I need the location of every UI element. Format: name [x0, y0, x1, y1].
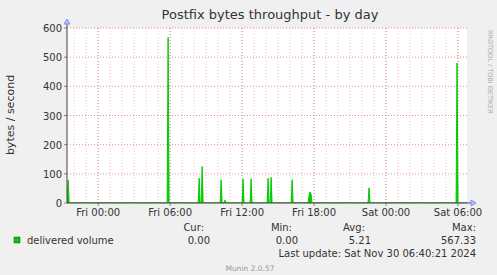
- y-tick-label: 300: [43, 111, 62, 122]
- plot-area: [67, 28, 467, 203]
- x-tick-label: Sat 06:00: [434, 207, 482, 218]
- y-grid: [67, 28, 467, 29]
- stat-value: 567.33: [441, 235, 476, 246]
- background: [0, 0, 497, 275]
- x-tick-label: Fri 06:00: [148, 207, 192, 218]
- stat-header: Avg:: [343, 222, 365, 233]
- legend-swatch: [14, 237, 20, 243]
- y-tick-label: 200: [43, 140, 62, 151]
- x-axis-arrow: [471, 200, 476, 206]
- y-grid: [67, 144, 467, 145]
- x-grid: [170, 28, 171, 203]
- minor-grid: [314, 28, 315, 203]
- chart: 0 100 200 300 400 500 600 Fri 00:00 Fri 06:00 Fri…: [0, 0, 497, 275]
- y-grid: [67, 173, 467, 174]
- x-tick-label: Fri 18:00: [292, 207, 336, 218]
- legend-label: delivered volume: [27, 235, 114, 246]
- y-tick-label: 400: [43, 81, 62, 92]
- stat-value: 0.00: [188, 235, 210, 246]
- footer: Munin 2.0.57: [225, 264, 274, 273]
- y-axis: [67, 22, 68, 203]
- stat-value: 0.00: [276, 235, 298, 246]
- stat-header: Max:: [452, 222, 476, 233]
- y-tick-label: 100: [43, 169, 62, 180]
- watermark: RRDTOOL / TOBI OETIKER: [486, 30, 494, 114]
- minor-grid: [386, 28, 387, 203]
- minor-grid: [98, 28, 99, 203]
- x-tick-label: Fri 00:00: [76, 207, 120, 218]
- data-group: [67, 38, 467, 203]
- x-tick-label: Fri 12:00: [220, 207, 264, 218]
- y-axis-arrow: [64, 19, 70, 24]
- y-grid: [67, 57, 467, 58]
- x-grid: [386, 28, 387, 203]
- stat-header: Min:: [271, 222, 292, 233]
- x-tick-label: Sat 00:00: [362, 207, 410, 218]
- title: Postfix bytes throughput - by day: [162, 7, 379, 22]
- last-update: Last update: Sat Nov 30 06:40:21 2024: [278, 248, 476, 259]
- series-area: [67, 38, 467, 203]
- x-grid: [242, 28, 243, 203]
- y-grid: [67, 86, 467, 87]
- y-axis-label: bytes / second: [4, 75, 17, 155]
- minor-grid: [242, 28, 243, 203]
- x-axis: [67, 203, 473, 204]
- y-grid: [67, 115, 467, 116]
- y-tick-label: 0: [56, 198, 62, 209]
- x-grid: [98, 28, 99, 203]
- y-tick-label: 500: [43, 52, 62, 63]
- y-tick-label: 600: [43, 23, 62, 34]
- minor-grid: [170, 28, 171, 203]
- stat-header: Cur:: [183, 222, 204, 233]
- stat-value: 5.21: [349, 235, 371, 246]
- x-grid: [314, 28, 315, 203]
